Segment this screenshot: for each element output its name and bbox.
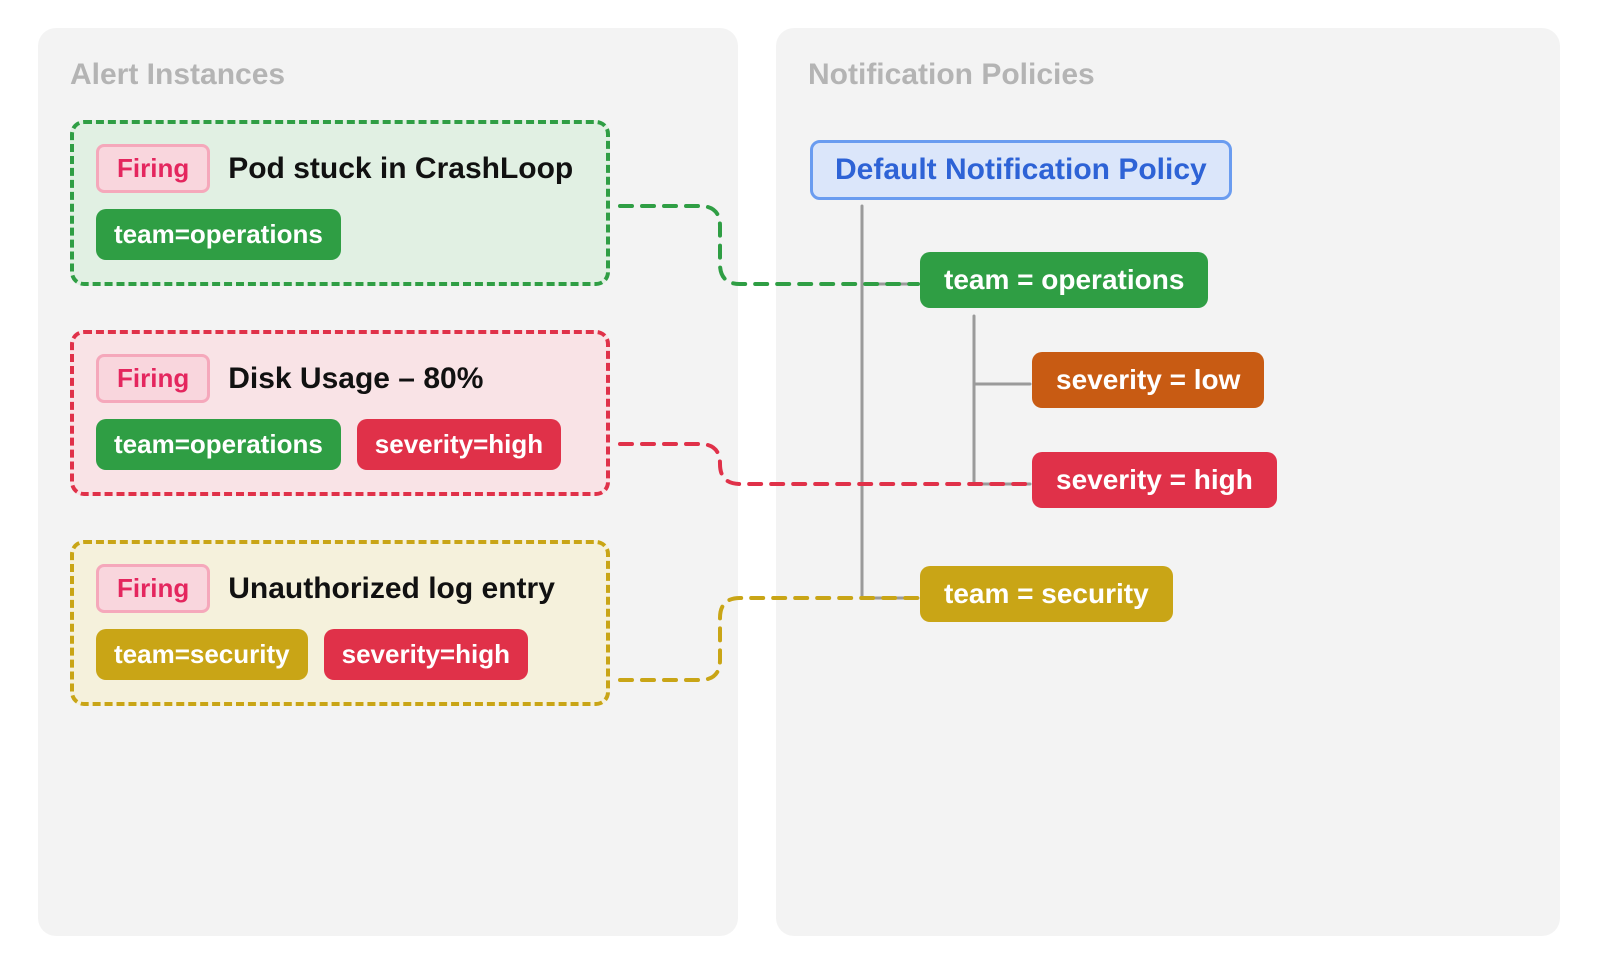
policy-team-security: team = security [920, 566, 1173, 622]
alert-card-unauth: Firing Unauthorized log entry team=secur… [70, 540, 610, 706]
tag-severity-high: severity=high [357, 419, 561, 470]
alert-head: Firing Unauthorized log entry [96, 564, 584, 613]
tag-severity-high: severity=high [324, 629, 528, 680]
alert-head: Firing Disk Usage – 80% [96, 354, 584, 403]
notification-policies-title: Notification Policies [808, 58, 1528, 92]
alert-title: Disk Usage – 80% [228, 362, 483, 396]
tag-row: team=operations [96, 209, 584, 260]
policy-severity-high: severity = high [1032, 452, 1277, 508]
tag-row: team=security severity=high [96, 629, 584, 680]
firing-badge: Firing [96, 354, 210, 403]
tag-team-operations: team=operations [96, 209, 341, 260]
policy-severity-low: severity = low [1032, 352, 1264, 408]
tag-team-operations: team=operations [96, 419, 341, 470]
firing-badge: Firing [96, 564, 210, 613]
alert-instances-title: Alert Instances [70, 58, 706, 92]
alert-instances-panel: Alert Instances Firing Pod stuck in Cras… [38, 28, 738, 936]
alert-card-disk: Firing Disk Usage – 80% team=operations … [70, 330, 610, 496]
tag-row: team=operations severity=high [96, 419, 584, 470]
alert-title: Pod stuck in CrashLoop [228, 152, 573, 186]
alert-card-crashloop: Firing Pod stuck in CrashLoop team=opera… [70, 120, 610, 286]
policy-root: Default Notification Policy [810, 140, 1232, 200]
policy-team-operations: team = operations [920, 252, 1208, 308]
tag-team-security: team=security [96, 629, 308, 680]
alert-title: Unauthorized log entry [228, 572, 555, 606]
firing-badge: Firing [96, 144, 210, 193]
alert-head: Firing Pod stuck in CrashLoop [96, 144, 584, 193]
